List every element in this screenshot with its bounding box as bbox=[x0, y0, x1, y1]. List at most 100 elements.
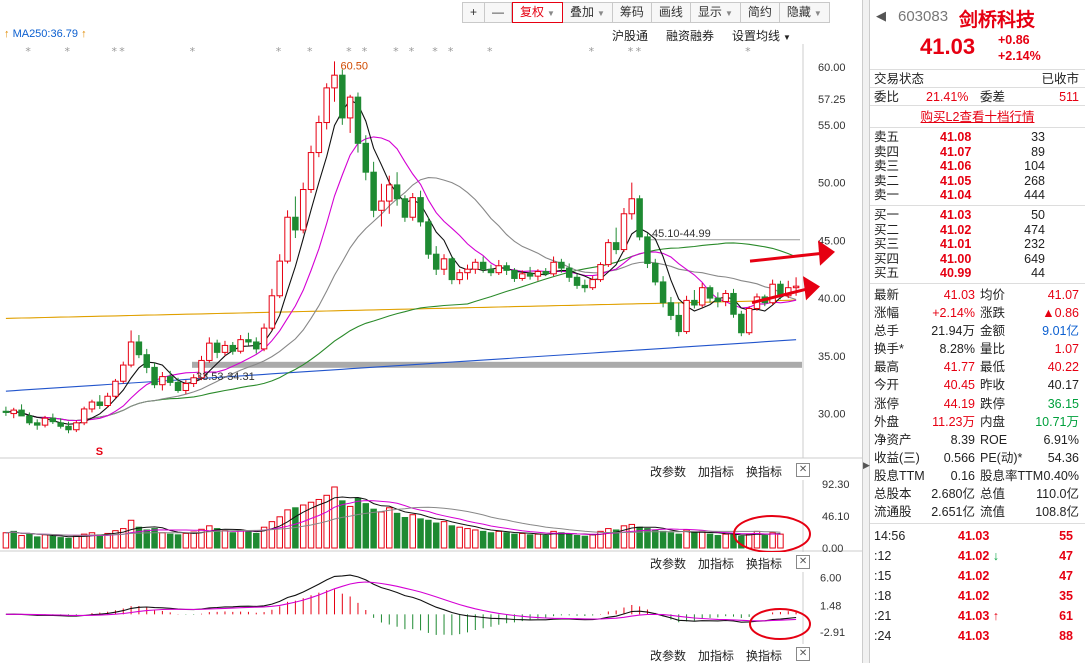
y-tick-label: -2.91 bbox=[820, 627, 845, 639]
toolbar-button-1[interactable]: — bbox=[485, 2, 513, 23]
quote-value: 41.07 bbox=[1047, 287, 1079, 302]
order-label: 买五 bbox=[874, 266, 900, 281]
quote-panel: ◀ 603083 剑桥科技 41.03 +0.86 +2.14% 交易状态 已收… bbox=[870, 0, 1085, 663]
quote-value: 108.8亿 bbox=[1035, 505, 1079, 520]
order-buy-row[interactable]: 买四 41.00 649 bbox=[870, 252, 1085, 267]
panel-splitter[interactable]: ▶ bbox=[862, 0, 870, 663]
volume-bar bbox=[10, 530, 17, 549]
swap-indicator-button[interactable]: 换指标 bbox=[746, 557, 783, 571]
order-sell-row[interactable]: 卖一 41.04 444 bbox=[870, 188, 1085, 203]
order-price: 41.05 bbox=[940, 173, 972, 188]
link-set-ma[interactable]: 设置均线 ▼ bbox=[732, 29, 791, 43]
edit-params-button[interactable]: 改参数 bbox=[650, 649, 687, 663]
toolbar-button-4[interactable]: 筹码 bbox=[612, 2, 652, 23]
commission-ratio-label: 委比 bbox=[874, 90, 900, 104]
candle-body bbox=[691, 299, 698, 306]
quote-row: 今开 40.45 昨收 40.17 bbox=[870, 376, 1085, 394]
order-buy-row[interactable]: 买二 41.02 474 bbox=[870, 223, 1085, 238]
candle-body bbox=[597, 264, 604, 281]
order-sell-row[interactable]: 卖二 41.05 268 bbox=[870, 174, 1085, 189]
caret-down-icon: ▼ bbox=[596, 9, 605, 18]
swap-indicator-button[interactable]: 换指标 bbox=[746, 465, 783, 479]
candle-body bbox=[792, 285, 800, 289]
volume-bar bbox=[605, 528, 612, 549]
volume-bar bbox=[174, 534, 182, 549]
quote-value: ▲0.86 bbox=[1042, 306, 1079, 321]
toolbar-button-7[interactable]: 简约 bbox=[740, 2, 780, 23]
macd-chart[interactable]: 6.00 1.48 -2.91 bbox=[0, 572, 862, 644]
arrow-up-icon: ↑ bbox=[989, 609, 1000, 624]
tick-list[interactable]: 14:56 41.03 55:12 41.02 ↓ 47:15 41.02 47:18 41.… bbox=[870, 524, 1085, 648]
stock-name: 剑桥科技 bbox=[959, 10, 1036, 31]
volume-bar bbox=[722, 533, 729, 549]
candle-body bbox=[432, 253, 440, 270]
quote-row: 最高 41.77 最低 40.22 bbox=[870, 358, 1085, 376]
toolbar-button-8[interactable]: 隐藏 ▼ bbox=[779, 2, 830, 23]
candle-body bbox=[190, 377, 197, 385]
volume-bar bbox=[73, 535, 80, 549]
candle-body bbox=[33, 422, 41, 426]
candle-body bbox=[362, 142, 370, 173]
volume-bar bbox=[221, 530, 229, 549]
volume-bar bbox=[26, 533, 33, 549]
toolbar-button-6[interactable]: 显示 ▼ bbox=[690, 2, 741, 23]
buy-l2-link[interactable]: 购买L2查看十档行情 bbox=[870, 106, 1085, 128]
kline-chart-area[interactable]: + — 复权 ▼ 叠加 ▼ 筹码 画线 显示 ▼ 简约 隐藏 ▼ ↑ MA250:36.79 ↑ 沪股通… bbox=[0, 0, 862, 663]
order-buy-row[interactable]: 买五 40.99 44 bbox=[870, 266, 1085, 281]
candle-body bbox=[667, 302, 675, 316]
quote-label: 量比 bbox=[980, 342, 1006, 357]
toolbar-button-5[interactable]: 画线 bbox=[651, 2, 691, 23]
candle-body bbox=[581, 284, 589, 289]
add-indicator-button[interactable]: 加指标 bbox=[698, 465, 735, 479]
highlight-circle bbox=[749, 608, 811, 640]
candle-body bbox=[644, 236, 651, 264]
candle-body bbox=[331, 74, 338, 89]
candle-body bbox=[166, 376, 174, 383]
order-buy-row[interactable]: 买三 41.01 232 bbox=[870, 237, 1085, 252]
volume-bar bbox=[18, 535, 25, 549]
candlestick-chart[interactable]: 60.00 57.25 55.00 50.00 45.00 40.00 35.00 30.00… bbox=[0, 0, 862, 460]
candle-body bbox=[479, 261, 487, 270]
volume-bar bbox=[534, 533, 542, 549]
add-indicator-button[interactable]: 加指标 bbox=[698, 649, 735, 663]
swap-indicator-button[interactable]: 换指标 bbox=[746, 649, 783, 663]
toolbar-button-3[interactable]: 叠加 ▼ bbox=[562, 2, 613, 23]
order-label: 买二 bbox=[874, 222, 900, 237]
quote-label: 跌停 bbox=[980, 396, 1006, 411]
order-sell-row[interactable]: 卖四 41.07 89 bbox=[870, 145, 1085, 160]
edit-params-button[interactable]: 改参数 bbox=[650, 465, 687, 479]
collapse-arrow-icon[interactable]: ▶ bbox=[863, 460, 870, 470]
order-sell-row[interactable]: 卖三 41.06 104 bbox=[870, 159, 1085, 174]
close-icon[interactable]: ✕ bbox=[796, 463, 811, 477]
toolbar-button-0[interactable]: + bbox=[462, 2, 486, 23]
close-icon[interactable]: ✕ bbox=[796, 555, 811, 569]
link-margin-trading[interactable]: 融资融券 bbox=[666, 29, 715, 43]
volume-bar bbox=[65, 537, 72, 549]
candle-body bbox=[620, 213, 628, 251]
quote-label: 总手 bbox=[874, 324, 900, 339]
candle-body bbox=[456, 272, 463, 281]
close-icon[interactable]: ✕ bbox=[796, 647, 811, 661]
toolbar-button-2[interactable]: 复权 ▼ bbox=[512, 2, 563, 23]
candle-body bbox=[57, 422, 64, 427]
volume-bar bbox=[464, 528, 471, 549]
candle-body bbox=[675, 314, 682, 333]
volume-chart[interactable]: 92.30 46.10 0.00 bbox=[0, 480, 862, 552]
commission-diff: 511 bbox=[1059, 90, 1079, 104]
event-star-icon: * bbox=[628, 45, 634, 58]
order-vol: 232 bbox=[1024, 237, 1045, 252]
link-hk-connect[interactable]: 沪股通 bbox=[612, 29, 649, 43]
status-value: 已收市 bbox=[1041, 72, 1079, 86]
y-tick-label: 92.30 bbox=[822, 480, 850, 491]
order-vol: 474 bbox=[1024, 222, 1045, 237]
order-buy-row[interactable]: 买一 41.03 50 bbox=[870, 208, 1085, 223]
commission-row: 委比 21.41% 委差 511 bbox=[870, 88, 1085, 106]
add-indicator-button[interactable]: 加指标 bbox=[698, 557, 735, 571]
edit-params-button[interactable]: 改参数 bbox=[650, 557, 687, 571]
order-sell-row[interactable]: 卖五 41.08 33 bbox=[870, 130, 1085, 145]
quote-label: 内盘 bbox=[980, 414, 1006, 429]
volume-bar bbox=[57, 537, 64, 549]
back-arrow-icon[interactable]: ◀ bbox=[876, 8, 886, 23]
candle-body bbox=[96, 401, 104, 406]
volume-bar bbox=[503, 532, 510, 549]
